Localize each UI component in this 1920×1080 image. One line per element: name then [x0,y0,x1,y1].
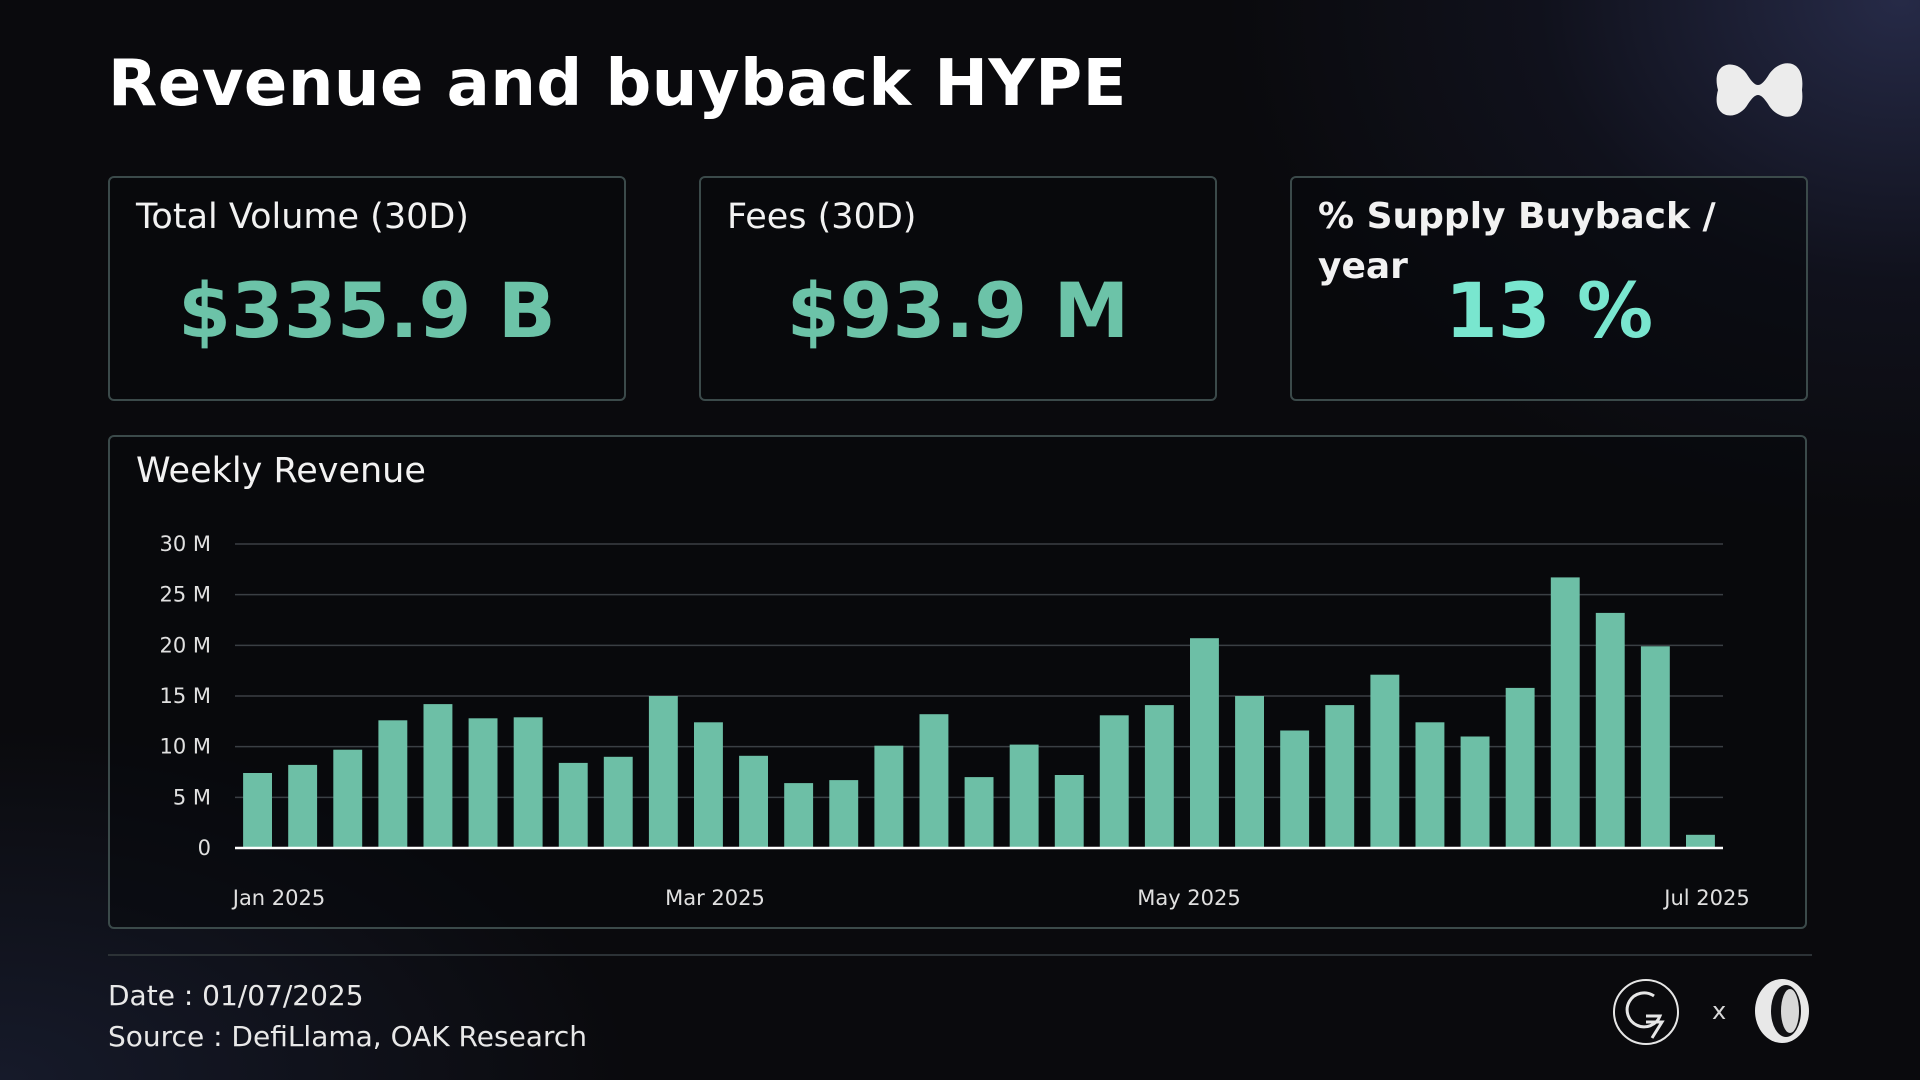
y-tick-label: 25 M [159,583,211,607]
bar-week-28 [1460,736,1490,848]
x-tick-label: Mar 2025 [665,886,765,910]
y-tick-label: 5 M [173,785,211,809]
kpi-value: 13 % [1444,266,1654,355]
footer-date: Date : 01/07/2025 [108,979,364,1012]
kpi-label: % Supply Buyback / year [1318,196,1716,287]
bar-week-9 [603,756,633,848]
bar-week-13 [784,783,814,848]
bar-week-23 [1235,696,1264,848]
footer-source: Source : DefiLlama, OAK Research [108,1020,587,1053]
oak-research-logo-icon [1755,979,1809,1043]
bar-week-31 [1595,612,1625,848]
bar-week-3 [333,749,363,848]
partner-separator: x [1712,997,1727,1025]
bar-week-20 [1099,715,1129,848]
bar-week-30 [1550,577,1580,848]
bar-week-25 [1325,705,1355,848]
bar-week-24 [1280,730,1310,848]
bar-week-8 [558,762,588,848]
bar-week-11 [694,722,723,848]
x-tick-label: May 2025 [1137,886,1241,910]
y-tick-label: 15 M [159,684,211,708]
bar-week-32 [1640,646,1670,848]
bar-week-14 [829,780,859,848]
bar-week-7 [513,717,543,848]
x-tick-label: Jul 2025 [1662,886,1749,910]
bar-week-10 [648,696,678,848]
bar-week-1 [243,773,272,848]
y-tick-label: 10 M [159,735,211,759]
page-title: Revenue and buyback HYPE [108,47,1127,121]
y-tick-label: 30 M [159,532,211,556]
bar-week-2 [288,764,318,848]
y-tick-label: 20 M [159,633,211,657]
kpi-card-total-volume: Total Volume (30D) $335.9 B [108,176,626,401]
bar-week-21 [1144,705,1174,848]
bar-week-18 [1009,744,1039,848]
bar-week-16 [919,714,949,848]
bar-week-33 [1686,834,1715,848]
chart-title: Weekly Revenue [136,451,426,491]
bar-week-27 [1415,722,1445,848]
bar-week-22 [1190,638,1219,848]
kpi-label: Fees (30D) [727,197,917,237]
bar-week-4 [378,720,408,848]
bar-week-26 [1370,674,1400,848]
kpi-value: $335.9 B [178,266,556,355]
bar-week-19 [1054,775,1084,848]
bar-week-12 [739,755,768,848]
bar-week-17 [964,777,994,848]
kpi-label: Total Volume (30D) [136,197,469,237]
footer-divider [108,954,1812,956]
g7-logo-icon [1613,979,1679,1045]
kpi-card-supply-buyback: % Supply Buyback / year 13 % [1290,176,1808,401]
y-tick-label: 0 [198,836,211,860]
x-tick-label: Jan 2025 [231,886,326,910]
kpi-card-fees: Fees (30D) $93.9 M [699,176,1217,401]
bar-week-5 [423,704,453,848]
bar-week-15 [874,745,904,848]
bar-week-6 [468,718,498,848]
bar-week-29 [1505,687,1535,848]
kpi-value: $93.9 M [786,266,1130,355]
hyperliquid-logo-icon [1716,63,1803,117]
